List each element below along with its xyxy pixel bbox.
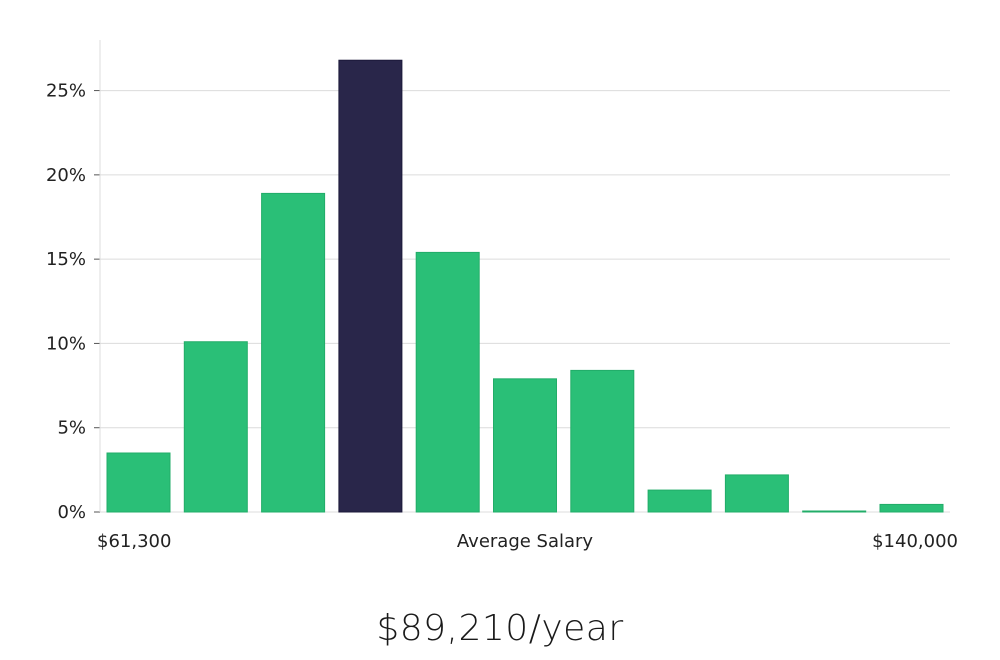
bar [879,503,944,513]
bar [724,474,789,513]
bar [493,378,557,513]
average-salary-headline: $89,210/year [376,608,624,649]
bars [106,59,944,513]
y-tick-labels: 0% 5% 10% 15% 20% 25% [46,81,100,523]
bar [647,489,712,513]
bar [415,251,480,513]
x-max-label: $140,000 [872,531,958,552]
x-axis-title: Average Salary [457,531,594,552]
y-tick-label: 0% [57,502,86,523]
bar [802,510,867,513]
y-tick-label: 5% [57,418,86,439]
bar [261,192,326,513]
y-tick-label: 20% [46,165,86,186]
y-tick-label: 10% [46,333,86,354]
bar [570,369,635,513]
x-min-label: $61,300 [97,531,171,552]
y-tick-label: 25% [46,81,86,102]
y-tick-label: 15% [46,249,86,270]
bar [106,452,171,513]
bar-highlighted [338,59,403,513]
bar [183,341,248,513]
